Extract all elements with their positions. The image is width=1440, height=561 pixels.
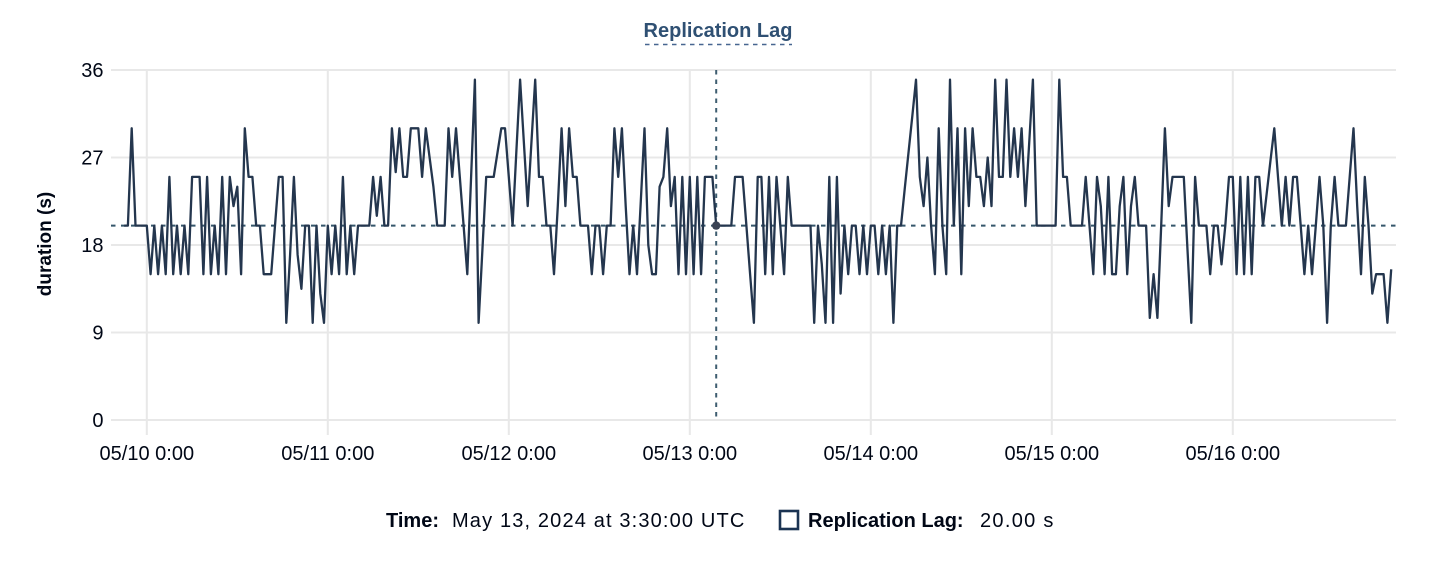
svg-text:Replication Lag:: Replication Lag:	[808, 510, 964, 532]
svg-text:27: 27	[81, 148, 103, 170]
svg-text:May 13, 2024 at 3:30:00 UTC: May 13, 2024 at 3:30:00 UTC	[452, 510, 745, 532]
svg-text:05/16 0:00: 05/16 0:00	[1186, 443, 1281, 465]
svg-text:05/12 0:00: 05/12 0:00	[462, 443, 557, 465]
svg-text:Time:: Time:	[386, 510, 439, 532]
svg-text:9: 9	[92, 323, 103, 345]
svg-text:Replication Lag: Replication Lag	[644, 20, 793, 42]
svg-text:05/13 0:00: 05/13 0:00	[643, 443, 738, 465]
svg-text:05/15 0:00: 05/15 0:00	[1005, 443, 1100, 465]
svg-text:05/11 0:00: 05/11 0:00	[281, 443, 374, 465]
svg-text:18: 18	[81, 235, 103, 257]
svg-text:05/10 0:00: 05/10 0:00	[100, 443, 195, 465]
svg-text:05/14 0:00: 05/14 0:00	[824, 443, 919, 465]
svg-text:36: 36	[81, 60, 103, 82]
svg-text:0: 0	[92, 410, 103, 432]
svg-text:duration (s): duration (s)	[35, 192, 56, 297]
svg-text:20.00 s: 20.00 s	[980, 510, 1055, 532]
